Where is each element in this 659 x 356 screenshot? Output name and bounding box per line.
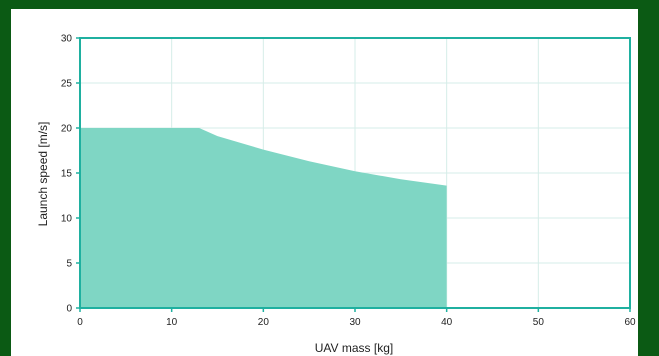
area-series (80, 128, 447, 308)
x-tick-label-50: 50 (533, 317, 545, 328)
x-tick-label-0: 0 (77, 317, 83, 328)
y-tick-label-0: 0 (66, 304, 72, 315)
y-tick-label-25: 25 (61, 79, 73, 90)
x-tick-label-10: 10 (166, 317, 178, 328)
x-tick-label-30: 30 (349, 317, 361, 328)
y-tick-label-5: 5 (66, 259, 72, 270)
area-fill-series-1 (80, 128, 447, 308)
x-axis-title: UAV mass [kg] (315, 341, 393, 355)
y-axis-title: Launch speed [m/s] (36, 122, 50, 227)
y-axis-ticks: 0 5 10 15 20 25 30 (61, 34, 80, 315)
y-tick-label-30: 30 (61, 34, 73, 45)
y-tick-label-15: 15 (61, 169, 73, 180)
y-tick-label-20: 20 (61, 124, 73, 135)
x-tick-label-20: 20 (258, 317, 270, 328)
x-tick-label-60: 60 (624, 317, 636, 328)
y-tick-label-10: 10 (61, 214, 73, 225)
x-tick-label-40: 40 (441, 317, 453, 328)
x-axis-ticks: 0 10 20 30 40 50 60 (77, 308, 636, 328)
